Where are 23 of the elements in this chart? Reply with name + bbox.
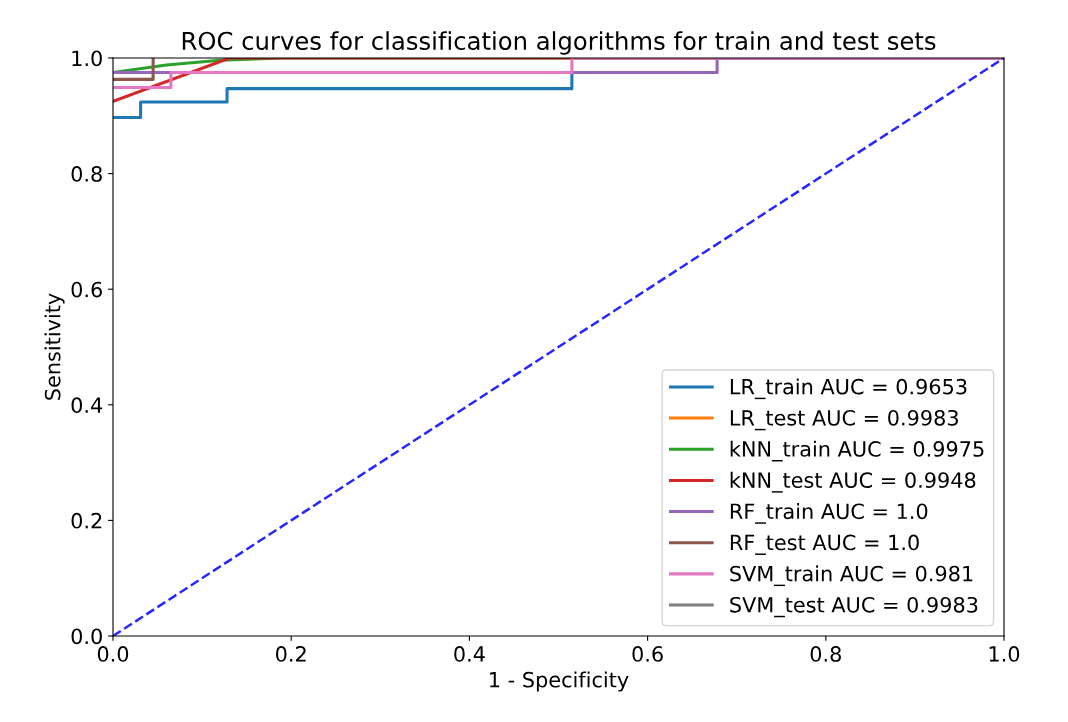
- x-axis-title: 1 - Specificity: [490, 671, 629, 692]
- legend-label: kNN_test AUC = 0.9948: [730, 471, 976, 493]
- legend-label: kNN_train AUC = 0.9975: [730, 440, 984, 462]
- y-tick-label: 0.6: [71, 281, 102, 298]
- legend-label: LR_train AUC = 0.9653: [730, 378, 967, 400]
- x-tick-label: 0.8: [810, 646, 841, 662]
- legend-label: RF_train AUC = 1.0: [730, 503, 928, 524]
- x-tick-label: 0.4: [454, 646, 485, 662]
- y-tick-label: 0.8: [71, 166, 102, 182]
- x-tick-label: 0.6: [632, 646, 663, 662]
- x-tick-label: 0.0: [97, 646, 129, 662]
- legend-label: RF_test AUC = 1.0: [730, 534, 919, 555]
- y-tick-label: 1.0: [72, 50, 102, 67]
- legend-label: SVM_train AUC = 0.981: [730, 565, 973, 587]
- legend-label: SVM_test AUC = 0.9983: [730, 596, 978, 618]
- y-tick-label: 0.4: [71, 397, 103, 414]
- x-tick-label: 1.0: [989, 646, 1020, 662]
- x-tick-label: 0.2: [276, 646, 306, 662]
- chart-title: ROC curves for classification algorithms for train and test sets: [182, 31, 936, 55]
- y-tick-label: 0.2: [71, 512, 102, 529]
- y-tick-label: 0.0: [71, 628, 102, 645]
- legend-label: LR_test AUC = 0.9983: [730, 409, 958, 431]
- y-axis-title: Sensitivity: [44, 293, 65, 400]
